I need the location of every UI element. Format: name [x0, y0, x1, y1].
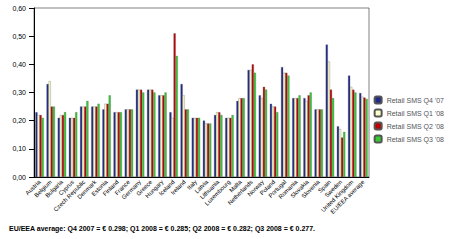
svg-text:France: France: [113, 178, 131, 197]
svg-text:Denmark: Denmark: [76, 178, 98, 201]
svg-text:Cyprus: Cyprus: [57, 178, 76, 197]
svg-text:EU/EEA average: EU/EEA average: [330, 178, 366, 214]
svg-text:Slovakia: Slovakia: [289, 178, 310, 200]
svg-text:Latvia: Latvia: [193, 178, 210, 195]
svg-text:Romania: Romania: [277, 178, 299, 201]
svg-text:Slovenia: Slovenia: [300, 178, 321, 200]
svg-text:Retail SMS Q1 '08: Retail SMS Q1 '08: [387, 110, 444, 118]
svg-text:Hungary: Hungary: [144, 178, 165, 200]
svg-text:Finland: Finland: [101, 178, 120, 197]
svg-text:Poland: Poland: [258, 178, 277, 197]
svg-text:Germany: Germany: [120, 178, 143, 201]
svg-text:Malta: Malta: [228, 178, 243, 194]
svg-text:Lithuania: Lithuania: [198, 178, 221, 201]
svg-text:Retail SMS Q4 '07: Retail SMS Q4 '07: [387, 97, 444, 105]
svg-text:0,40: 0,40: [12, 61, 26, 68]
svg-text:0,60: 0,60: [12, 5, 26, 12]
svg-text:0,20: 0,20: [12, 117, 26, 124]
svg-text:United Kingdom: United Kingdom: [320, 178, 355, 214]
svg-text:Belgium: Belgium: [33, 178, 53, 199]
svg-text:Netherlands: Netherlands: [226, 178, 254, 206]
svg-text:Bulgaria: Bulgaria: [44, 178, 64, 199]
svg-text:Portugal: Portugal: [267, 178, 288, 199]
svg-text:0,30: 0,30: [12, 89, 26, 96]
svg-text:Estonia: Estonia: [90, 178, 109, 198]
svg-text:Luxembourg: Luxembourg: [203, 178, 232, 207]
svg-text:Austria: Austria: [24, 178, 42, 197]
svg-text:Retail SMS Q2 '08: Retail SMS Q2 '08: [387, 123, 444, 131]
svg-text:Sweden: Sweden: [323, 178, 344, 199]
svg-text:0,10: 0,10: [12, 145, 26, 152]
svg-text:Greece: Greece: [135, 178, 154, 197]
svg-text:Spain: Spain: [317, 178, 332, 194]
svg-text:0,50: 0,50: [12, 33, 26, 40]
svg-text:EU/EEA average: Q4 2007 = € 0.: EU/EEA average: Q4 2007 = € 0.298; Q1 20…: [9, 225, 315, 233]
svg-text:Ireland: Ireland: [170, 179, 187, 196]
svg-text:Retail SMS Q3 '08: Retail SMS Q3 '08: [387, 136, 444, 144]
svg-text:0,00: 0,00: [12, 174, 26, 181]
svg-text:Italy: Italy: [186, 178, 198, 191]
svg-text:Czech Republic: Czech Republic: [52, 178, 87, 213]
svg-text:Iceland: Iceland: [157, 178, 176, 197]
svg-text:Norway: Norway: [246, 178, 265, 198]
